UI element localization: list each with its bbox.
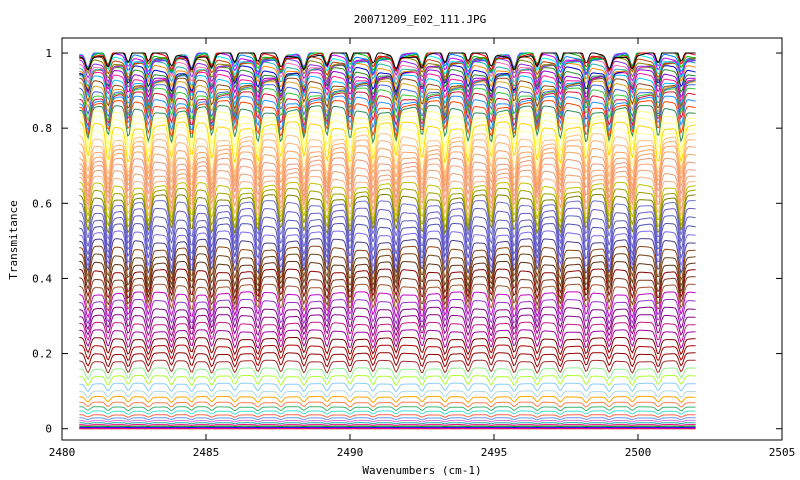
series-line	[79, 283, 696, 313]
series-layer	[79, 52, 696, 430]
plot-frame	[61, 37, 783, 441]
series-line	[79, 245, 696, 283]
series-line	[79, 91, 696, 128]
series-line	[79, 169, 696, 212]
series-line	[79, 410, 696, 415]
series-line	[79, 414, 696, 418]
series-line	[79, 260, 696, 295]
series-line	[79, 401, 696, 408]
series-line	[79, 424, 696, 426]
series-line	[79, 87, 696, 123]
series-line	[79, 110, 696, 154]
series-line	[79, 417, 696, 421]
series-line	[79, 181, 696, 224]
x-tick-label: 2480	[49, 446, 76, 459]
y-tick-label: 1	[45, 47, 52, 60]
series-line	[79, 105, 696, 145]
series-line	[79, 207, 696, 249]
x-axis-label: Wavenumbers (cm-1)	[362, 464, 481, 477]
series-line	[79, 163, 696, 205]
series-line	[79, 64, 696, 94]
series-line	[79, 359, 696, 374]
series-line	[79, 95, 696, 133]
series-line	[79, 238, 696, 276]
series-line	[79, 200, 696, 242]
series-line	[79, 62, 696, 90]
series-line	[79, 84, 696, 119]
series-line	[79, 115, 696, 159]
series-line	[79, 406, 696, 412]
series-line	[79, 52, 696, 72]
series-line	[79, 367, 696, 380]
series-line	[79, 425, 696, 428]
series-line	[79, 344, 696, 362]
series-line	[79, 337, 696, 356]
series-line	[79, 157, 696, 199]
series-line	[79, 268, 696, 301]
series-line	[79, 253, 696, 289]
tick-labels: 2480 2485 2490 2495 2500 2505 0 0.2 0.4 0.6 0.8 1	[32, 47, 795, 459]
series-line	[79, 276, 696, 307]
series-line	[79, 375, 696, 387]
series-line	[79, 121, 696, 165]
series-line	[79, 139, 696, 182]
y-tick-label: 0.6	[32, 197, 52, 210]
series-line	[79, 382, 696, 393]
y-tick-label: 0	[45, 423, 52, 436]
x-tick-label: 2485	[193, 446, 220, 459]
series-line	[79, 299, 696, 325]
series-line	[79, 145, 696, 188]
series-line	[79, 66, 696, 97]
series-line	[79, 194, 696, 236]
series-line	[79, 222, 696, 262]
series-line	[79, 151, 696, 193]
series-line	[79, 175, 696, 217]
series-line	[79, 306, 696, 332]
series-line	[79, 52, 696, 71]
series-line	[79, 329, 696, 350]
y-tick-label: 0.4	[32, 272, 52, 285]
series-line	[79, 133, 696, 177]
ticks-layer	[61, 38, 783, 440]
series-line	[79, 187, 696, 230]
series-line	[79, 77, 696, 111]
series-line	[79, 422, 696, 425]
series-line	[79, 395, 696, 404]
x-tick-label: 2505	[769, 446, 796, 459]
series-line	[79, 127, 696, 170]
series-line	[79, 314, 696, 337]
series-line	[79, 390, 696, 399]
series-line	[79, 60, 696, 88]
series-line	[79, 352, 696, 368]
y-axis-label: Transmitance	[7, 200, 20, 279]
y-tick-label: 0.8	[32, 122, 52, 135]
y-tick-label: 0.2	[32, 348, 52, 361]
series-line	[79, 80, 696, 114]
x-tick-label: 2500	[625, 446, 652, 459]
series-line	[79, 215, 696, 256]
series-line	[79, 230, 696, 270]
x-tick-label: 2490	[337, 446, 364, 459]
series-line	[79, 321, 696, 344]
series-line	[79, 100, 696, 139]
chart-title: 20071209_E02_111.JPG	[354, 13, 486, 26]
series-line	[79, 291, 696, 319]
series-line	[79, 419, 696, 423]
x-tick-label: 2495	[481, 446, 508, 459]
